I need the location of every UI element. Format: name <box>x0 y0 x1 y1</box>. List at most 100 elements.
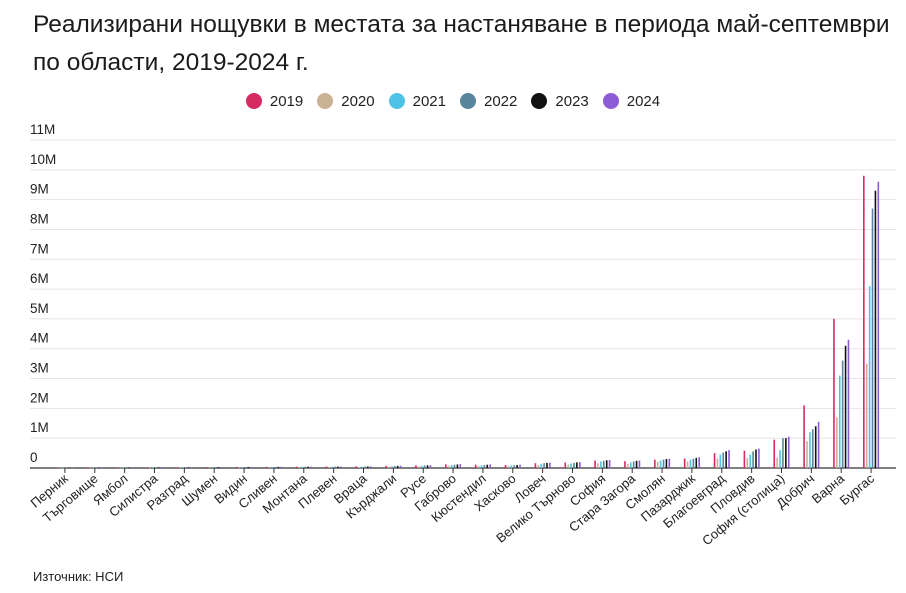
bar-2019 <box>116 467 119 468</box>
legend-item-2020[interactable]: 2020 <box>317 93 375 110</box>
bar-2022 <box>274 466 277 468</box>
bar-2019 <box>863 175 865 469</box>
bar-2023 <box>516 465 518 468</box>
bar-2022 <box>692 458 695 468</box>
y-tick-label: 5M <box>30 301 49 316</box>
bar-2021 <box>271 467 274 468</box>
bar-2023 <box>277 466 280 468</box>
bar-2024 <box>280 466 282 468</box>
bar-2020 <box>477 465 480 468</box>
bar-2019 <box>295 466 298 468</box>
bar-2020 <box>209 467 211 468</box>
chart-title: Реализирани нощувки в местата за настаня… <box>33 11 890 76</box>
bar-2020 <box>806 441 808 468</box>
bar-2019 <box>713 453 716 468</box>
legend-dot-2022 <box>460 93 476 109</box>
bar-2023 <box>396 465 399 468</box>
bar-2023 <box>187 467 190 468</box>
bar-2023 <box>695 457 698 468</box>
bar-2020 <box>89 467 92 469</box>
bar-2022 <box>841 360 844 468</box>
bar-2021 <box>659 460 662 468</box>
bar-2020 <box>836 417 838 468</box>
bar-2023 <box>725 451 727 468</box>
bar-2023 <box>576 462 578 468</box>
bar-2019 <box>86 467 89 468</box>
bar-2019 <box>445 464 447 468</box>
bar-2023 <box>158 467 160 468</box>
bar-2022 <box>394 466 396 468</box>
legend-item-2021[interactable]: 2021 <box>388 93 446 110</box>
legend-label-2023: 2023 <box>555 92 589 110</box>
bar-2021 <box>450 465 453 468</box>
bar-2019 <box>624 461 626 468</box>
bar-2024 <box>638 460 641 468</box>
legend-label-2024: 2024 <box>626 92 661 110</box>
y-tick-label: 2M <box>30 390 49 405</box>
bar-2020 <box>537 465 540 468</box>
bar-2024 <box>399 465 402 468</box>
bar-2022 <box>95 467 98 469</box>
legend-dot-2020 <box>317 93 334 109</box>
bar-2024 <box>817 421 820 468</box>
bar-2020 <box>746 458 749 468</box>
bar-2021 <box>570 463 572 468</box>
bar-2023 <box>814 426 817 468</box>
bar-2023 <box>367 466 369 468</box>
bar-2024 <box>758 448 760 468</box>
legend-dot-2023 <box>531 93 548 109</box>
y-tick-label: 7M <box>30 241 49 256</box>
bar-2021 <box>510 465 513 468</box>
bar-2022 <box>65 467 68 469</box>
y-tick-label: 0 <box>30 450 38 465</box>
bar-2019 <box>534 463 537 468</box>
bar-2021 <box>600 461 602 468</box>
bar-2021 <box>540 463 542 468</box>
legend-item-2024[interactable]: 2024 <box>602 92 661 110</box>
bar-2021 <box>241 467 244 468</box>
bar-2022 <box>244 467 247 468</box>
bar-2021 <box>420 465 423 468</box>
bar-2022 <box>722 452 725 468</box>
bar-2019 <box>594 460 596 468</box>
bar-2019 <box>683 458 686 468</box>
legend-item-2022[interactable]: 2022 <box>460 93 517 110</box>
bar-2020 <box>149 467 151 469</box>
bar-2019 <box>146 467 149 468</box>
bar-2021 <box>629 462 632 468</box>
bar-2023 <box>755 449 757 468</box>
legend-item-2023[interactable]: 2023 <box>531 92 589 110</box>
bar-2022 <box>304 466 307 468</box>
bar-2024 <box>847 339 850 468</box>
y-tick-label: 10M <box>30 152 56 167</box>
bar-2021 <box>868 286 871 468</box>
bar-2020 <box>597 463 599 468</box>
bar-2019 <box>833 318 835 468</box>
bar-2021 <box>689 459 692 468</box>
bar-2019 <box>564 462 567 468</box>
bar-2021 <box>809 432 811 468</box>
bar-2021 <box>211 467 214 468</box>
bar-2024 <box>310 466 312 468</box>
bar-2022 <box>812 429 814 468</box>
bar-2022 <box>513 465 516 468</box>
bar-2022 <box>782 438 784 468</box>
y-tick-label: 9M <box>30 182 49 197</box>
bar-2020 <box>716 458 719 468</box>
bar-2023 <box>98 467 100 468</box>
y-tick-label: 4M <box>30 331 49 346</box>
bar-2022 <box>155 467 157 468</box>
bar-2019 <box>385 465 387 468</box>
legend-dot-2021 <box>388 93 405 109</box>
bar-2020 <box>238 467 241 468</box>
bar-2021 <box>122 467 124 469</box>
bar-2021 <box>62 467 65 469</box>
bar-2020 <box>268 467 271 468</box>
legend-item-2019[interactable]: 2019 <box>245 93 303 110</box>
bar-2019 <box>176 467 178 468</box>
bar-2024 <box>698 457 700 468</box>
bar-2024 <box>220 467 223 468</box>
bar-2020 <box>358 467 360 468</box>
y-tick-label: 1M <box>30 420 49 435</box>
bar-2023 <box>605 460 608 468</box>
